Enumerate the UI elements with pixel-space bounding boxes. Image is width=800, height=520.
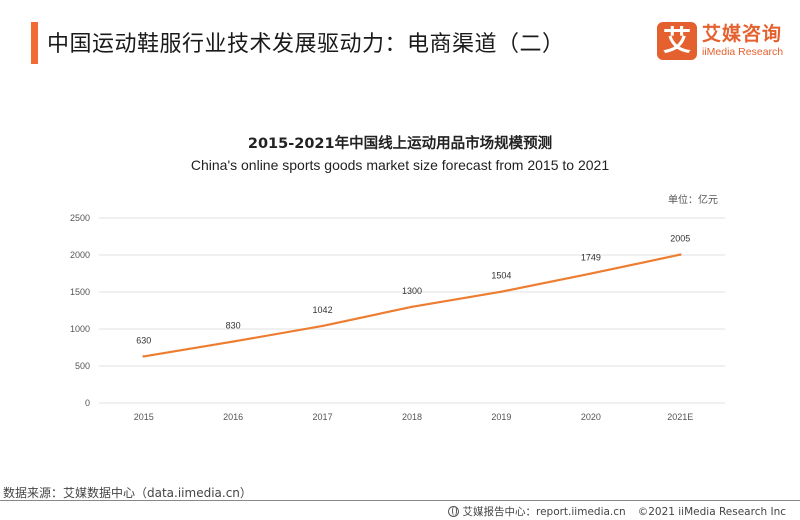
logo-name-cn: 艾媒咨询	[702, 22, 783, 45]
series-line	[142, 253, 682, 358]
data-label: 830	[226, 321, 241, 331]
y-tick-label: 500	[75, 361, 90, 371]
copyright: ©2021 iiMedia Research Inc	[637, 505, 786, 518]
data-label: 630	[136, 335, 151, 345]
data-source: 数据来源：艾媒数据中心（data.iimedia.cn）	[3, 486, 252, 500]
x-axis-ticks: 2015 2016 2017 2018 2019 2020 2021E	[134, 412, 694, 422]
data-point	[500, 290, 503, 293]
data-point	[410, 305, 414, 308]
iimedia-logo: 艾 艾媒咨询 iiMedia Research	[657, 21, 783, 61]
report-center-link[interactable]: 艾媒报告中心：report.iimedia.cn	[462, 506, 626, 518]
globe-icon	[448, 506, 460, 517]
x-tick-label: 2015	[134, 412, 154, 422]
gridlines	[99, 217, 725, 404]
logo-icon: 艾	[657, 22, 697, 60]
series-lines	[142, 253, 682, 358]
data-point	[321, 324, 324, 328]
x-tick-label: 2020	[581, 412, 601, 422]
data-labels: 630 830 1042 1300 1504 1749 2005	[136, 234, 690, 346]
data-point	[679, 253, 682, 256]
data-label: 1504	[491, 271, 511, 281]
data-label: 1749	[581, 253, 601, 263]
x-tick-label: 2018	[402, 412, 422, 422]
data-point	[589, 272, 593, 275]
logo-text: 艾媒咨询 iiMedia Research	[702, 22, 784, 58]
page-title: 中国运动鞋服行业技术发展驱动力：电商渠道（二）	[47, 32, 565, 57]
x-tick-label: 2021E	[667, 412, 693, 422]
x-tick-label: 2016	[223, 412, 243, 422]
logo-name-en: iiMedia Research	[702, 45, 784, 58]
footer-divider	[0, 500, 800, 501]
x-tick-label: 2019	[491, 412, 511, 422]
y-tick-label: 0	[85, 398, 90, 408]
y-tick-label: 2500	[70, 213, 90, 223]
y-tick-label: 1500	[70, 287, 90, 297]
data-point	[142, 355, 145, 358]
y-tick-label: 1000	[70, 324, 90, 334]
title-accent-bar	[31, 22, 38, 64]
unit-label: 单位：亿元	[668, 195, 718, 206]
chart-title: 2015-2021年中国线上运动用品市场规模预测	[247, 136, 553, 152]
footer-credits: 艾媒报告中心：report.iimedia.cn ©2021 iiMedia R…	[448, 504, 786, 519]
data-label: 2005	[670, 234, 690, 244]
data-label: 1300	[402, 286, 422, 296]
chart-subtitle: China's online sports goods market size …	[190, 157, 610, 173]
data-point	[231, 340, 235, 343]
y-axis-ticks: 0 500 1000 1500 2000 2500	[70, 213, 90, 408]
x-tick-label: 2017	[313, 412, 333, 422]
data-label: 1042	[313, 305, 333, 315]
y-tick-label: 2000	[70, 250, 90, 260]
